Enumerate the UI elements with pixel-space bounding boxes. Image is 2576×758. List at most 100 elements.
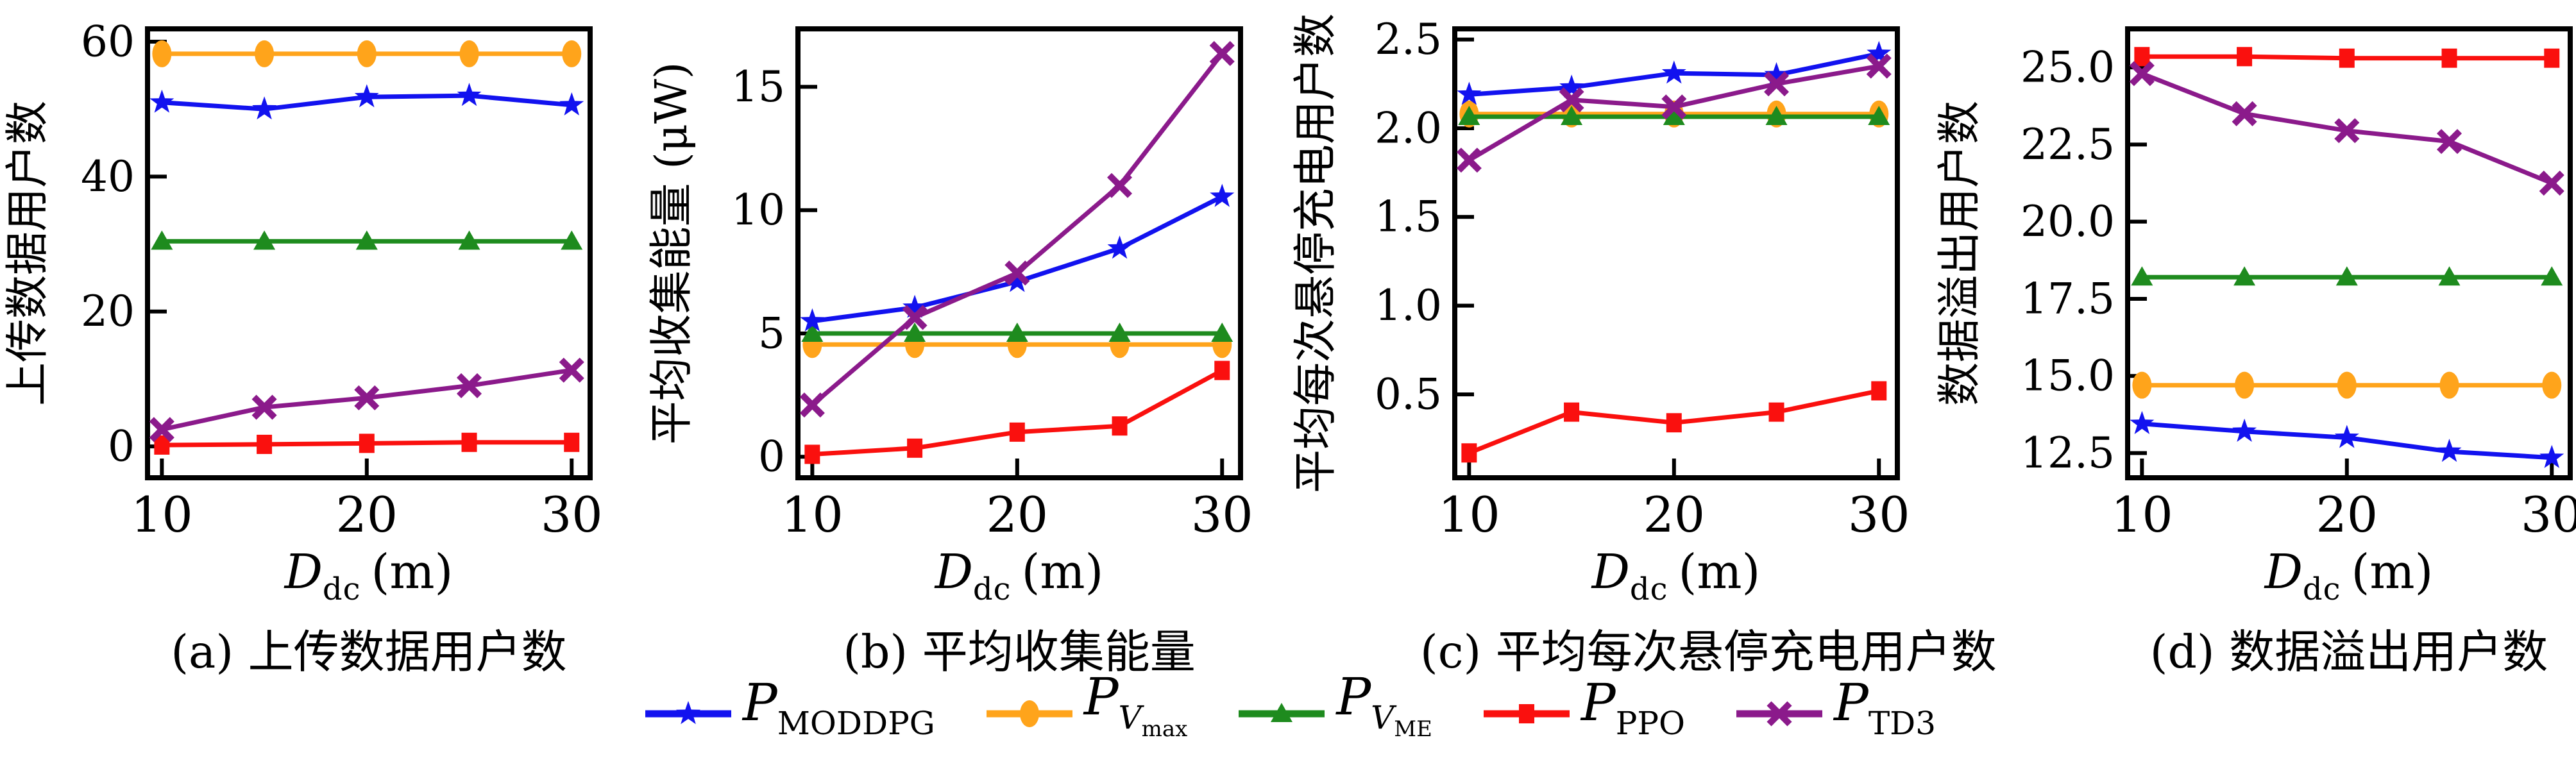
triangle-marker: [1458, 105, 1480, 125]
circle-marker: [1019, 700, 1039, 727]
xlabel-unit: (m): [1678, 544, 1761, 600]
circle-marker: [2542, 371, 2562, 399]
series-P_VME-markers: [151, 230, 583, 250]
series-P_TD3: [2129, 61, 2564, 196]
series-P_VME: [2131, 266, 2563, 286]
series-P_TD3-markers: [2129, 61, 2564, 196]
series-P_MODDPG: [800, 183, 1235, 332]
series-P_PPO-line: [812, 368, 1223, 457]
y-tick-label: 1.0: [1375, 281, 1442, 330]
circle-marker: [2235, 371, 2255, 399]
x-marker: [1763, 71, 1790, 97]
y-axis-label: 平均收集能量 (μW): [647, 62, 697, 445]
circle-marker: [2439, 371, 2459, 399]
series-P_TD3-markers: [1456, 53, 1892, 173]
series-P_PPO: [1461, 381, 1887, 463]
xlabel-subscript: dc: [972, 571, 1012, 607]
square-marker: [461, 432, 477, 452]
plot-a: 0 20 40 60 10 20 30 上传数据用户数: [3, 17, 603, 542]
series-P_VME: [1458, 105, 1890, 125]
y-tick-label: 0: [108, 422, 135, 471]
series-P_PPO: [2134, 47, 2560, 68]
y-tick-label: 22.5: [2021, 120, 2115, 169]
star-marker: [1457, 81, 1482, 105]
square-marker: [1518, 703, 1534, 723]
triangle-marker: [253, 230, 276, 250]
square-marker: [804, 444, 820, 464]
caption-c: (c) 平均每次悬停充电用户数: [1420, 625, 1997, 678]
x-axis-ticks: 10 20 30: [131, 459, 603, 542]
legend-item-vme: PVME: [1233, 668, 1432, 758]
triangle-legend-swatch: [1239, 702, 1325, 722]
series-P_TD3: [1456, 53, 1892, 173]
x-tick-label: 20: [335, 486, 398, 542]
x-marker: [2436, 129, 2462, 155]
y-tick-label: 20.0: [2021, 197, 2115, 246]
x-marker: [1866, 53, 1892, 79]
series-P_TD3-markers: [799, 40, 1235, 418]
y-tick-label: 10: [731, 185, 785, 235]
square-marker: [2544, 48, 2560, 68]
triangle-marker: [355, 230, 378, 250]
series-P_MODDPG-markers: [1457, 40, 1892, 105]
triangle-marker: [151, 230, 173, 250]
chart-panel-a: 0 20 40 60 10 20 30 上传数据用户数 Ddc (m) (a) 上传数据用户数: [0, 0, 644, 683]
square-marker: [1461, 443, 1477, 463]
series-P_VME-markers: [801, 323, 1233, 342]
x-marker: [799, 392, 825, 418]
square-marker: [1214, 360, 1230, 380]
circle-marker: [459, 40, 479, 67]
xlabel-b: Ddc (m): [644, 542, 1288, 607]
series-P_TD3-markers: [149, 357, 584, 442]
series-P_VME: [151, 230, 583, 250]
square-marker: [1009, 422, 1025, 442]
x-marker: [1767, 700, 1792, 727]
triangle-marker: [1561, 105, 1583, 125]
square-marker: [1768, 402, 1784, 422]
square-marker: [257, 434, 273, 454]
star-marker: [800, 308, 825, 332]
xcross-legend-swatch: [1736, 700, 1822, 727]
xlabel-symbol: D: [2264, 544, 2303, 600]
triangle-marker: [2335, 266, 2358, 286]
triangle-marker: [1765, 105, 1788, 125]
plot-border: [795, 26, 1243, 480]
series-P_MODDPG-markers: [2130, 410, 2564, 468]
circle-marker: [357, 40, 377, 67]
series-P_MODDPG: [1457, 40, 1892, 105]
triangle-marker: [1211, 323, 1233, 342]
x-marker: [1661, 94, 1687, 120]
y-axis-ticks: 12.5 15.0 17.5 20.0 22.5 25.0: [2021, 43, 2147, 478]
xlabel-symbol: D: [935, 544, 973, 600]
y-axis-ticks: 0 20 40 60: [81, 17, 167, 471]
series-P_MODDPG: [2130, 410, 2564, 468]
charts-row: 0 20 40 60 10 20 30 上传数据用户数 Ddc (m) (a) 上传数据用户数 …: [0, 0, 2576, 683]
x-tick-label: 30: [2521, 486, 2576, 542]
series-P_MODDPG-markers: [800, 183, 1235, 332]
legend-label-td3: PTD3: [1834, 672, 1936, 742]
y-axis-ticks: 0 5 10 15: [731, 62, 817, 482]
legend-item-moddpg: PMODDPG: [640, 673, 935, 752]
x-tick-label: 20: [986, 486, 1048, 542]
x-marker: [1456, 147, 1482, 173]
star-marker: [149, 89, 174, 113]
legend-label-vmax: PVmax: [1083, 666, 1188, 742]
square-marker: [2441, 48, 2457, 68]
x-marker: [2232, 101, 2257, 126]
series-P_MODDPG-markers: [149, 83, 584, 120]
x-marker: [2129, 61, 2155, 87]
y-axis-label: 平均每次悬停充电用户数: [1291, 13, 1341, 493]
series-P_PPO-markers: [804, 360, 1230, 464]
series-P_VME-markers: [1458, 105, 1890, 125]
triangle-marker: [1006, 323, 1028, 342]
series-P_Vmax-markers: [152, 40, 582, 67]
triangle-marker: [801, 323, 824, 342]
xlabel-subscript: dc: [2302, 571, 2341, 607]
y-tick-label: 17.5: [2021, 274, 2115, 323]
y-tick-label: 1.5: [1375, 192, 1442, 242]
star-marker: [902, 294, 928, 318]
circle-marker: [562, 40, 582, 67]
x-marker: [1004, 260, 1030, 286]
x-tick-label: 20: [2316, 486, 2378, 542]
